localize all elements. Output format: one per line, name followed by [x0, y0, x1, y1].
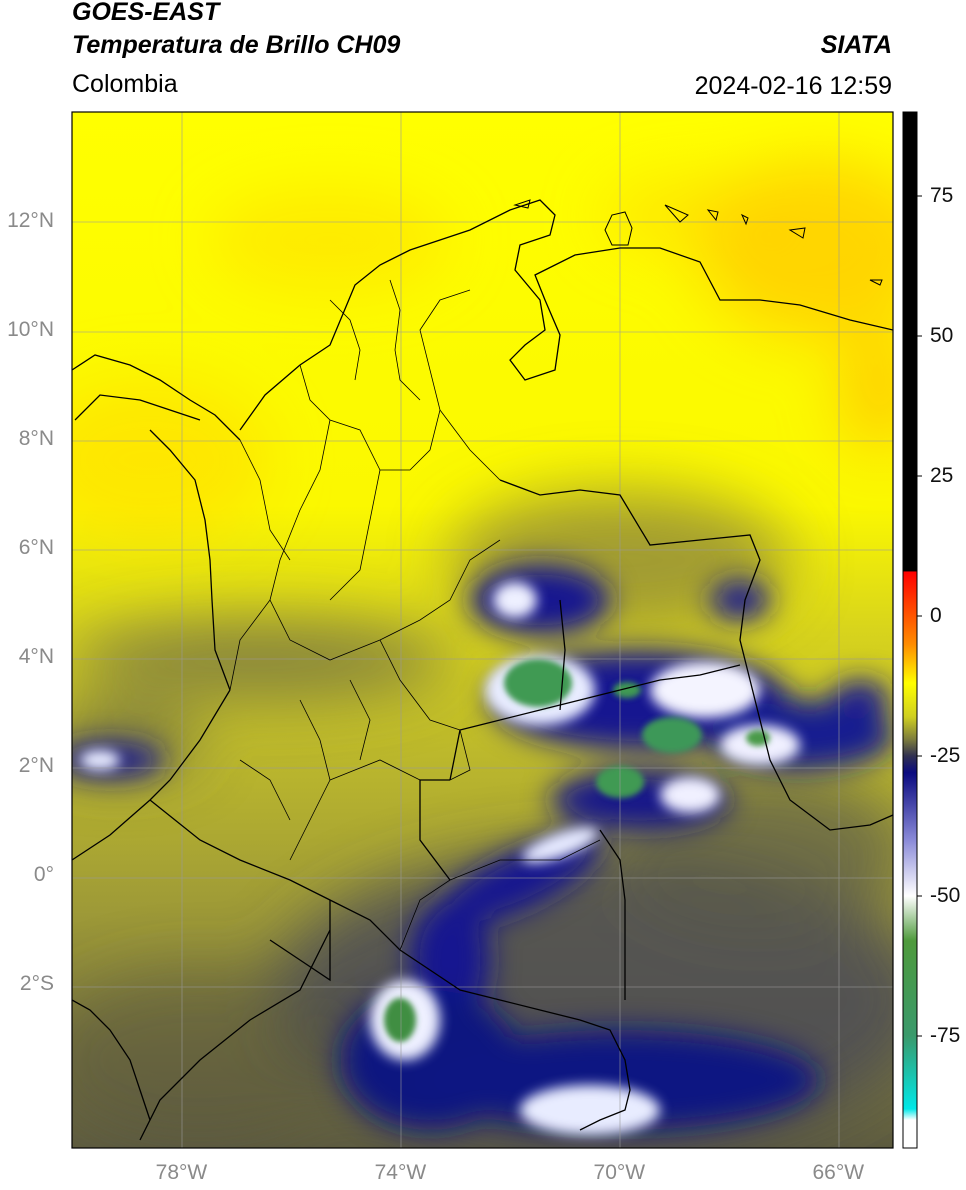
colorbar-tick-label: 25: [930, 464, 954, 487]
colorbar-tick-marks: [917, 195, 922, 1037]
colorbar-tick-label: 75: [930, 184, 954, 207]
colorbar-gradient: [903, 112, 917, 1148]
lat-tick-label: 10°N: [7, 318, 54, 342]
islands: [513, 199, 883, 286]
lat-tick-label: 12°N: [7, 209, 54, 233]
lat-tick-label: 2°S: [19, 972, 54, 996]
satellite-title: GOES-EAST: [72, 0, 220, 26]
lat-tick-label: 6°N: [18, 536, 54, 560]
colorbar: [902, 111, 922, 1149]
region-label: Colombia: [72, 70, 178, 98]
country-borders: [72, 199, 893, 1141]
organization-label: SIATA: [820, 31, 892, 59]
lon-tick-label: 74°W: [374, 1161, 427, 1184]
department-borders: [229, 279, 601, 951]
timestamp-label: 2024-02-16 12:59: [694, 72, 892, 100]
graticule: [72, 112, 893, 1148]
colorbar-tick-label: -25: [930, 744, 961, 767]
lat-tick-label: 8°N: [18, 427, 54, 451]
lon-tick-label: 70°W: [593, 1161, 646, 1184]
colorbar-frame: [902, 111, 918, 1149]
product-title: Temperatura de Brillo CH09: [72, 31, 401, 59]
lon-tick-label: 66°W: [812, 1161, 865, 1184]
lat-tick-label: 0°: [33, 863, 54, 887]
lon-tick-label: 78°W: [155, 1161, 208, 1184]
colorbar-tick-label: -75: [930, 1024, 961, 1047]
warm-patches: [72, 160, 893, 540]
colorbar-tick-label: 50: [930, 324, 954, 347]
colorbar-tick-label: -50: [930, 884, 961, 907]
map-imagery: [72, 112, 893, 1148]
colorbar-tick-label: 0: [930, 604, 942, 627]
map-frame: [71, 111, 894, 1149]
lat-tick-label: 4°N: [18, 645, 54, 669]
lat-tick-label: 2°N: [18, 754, 54, 778]
